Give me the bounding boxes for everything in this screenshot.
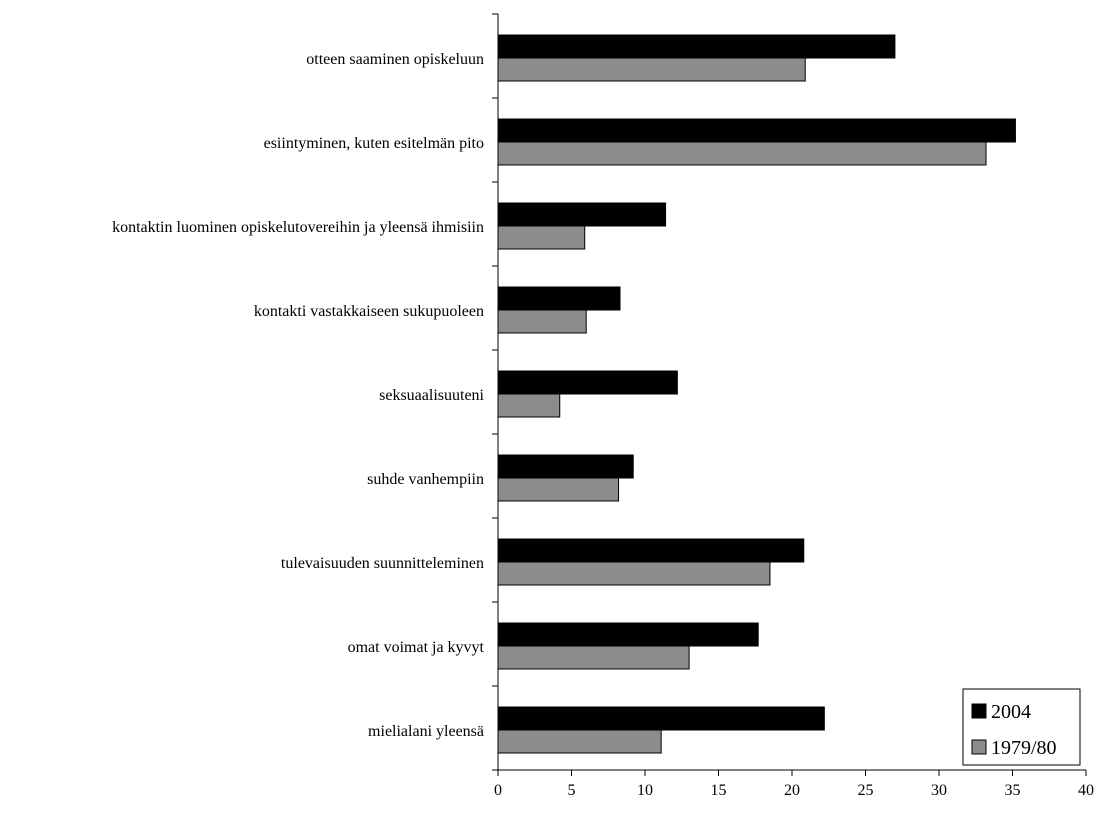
bar-series-a [497, 202, 667, 227]
x-tick-label: 25 [858, 782, 874, 799]
category-label: tulevaisuuden suunnitteleminen [281, 555, 484, 572]
labels-layer: otteen saaminen opiskeluun esiintyminen, … [112, 51, 1094, 799]
x-tick-label: 15 [711, 782, 727, 799]
bar-series-a [497, 370, 678, 395]
bar-series-a [497, 622, 759, 647]
bar-series-a [497, 706, 825, 731]
x-tick-label: 10 [637, 782, 653, 799]
bar-series-a [497, 34, 896, 59]
legend-label: 2004 [991, 701, 1031, 723]
category-label: mielialani yleensä [368, 723, 484, 740]
bar-series-a [497, 286, 621, 311]
x-tick-label: 20 [784, 782, 800, 799]
legend-label: 1979/80 [991, 737, 1057, 759]
bar-series-b [497, 141, 987, 166]
bar-series-b [497, 645, 690, 670]
x-tick-label: 0 [494, 782, 502, 799]
category-label: omat voimat ja kyvyt [348, 639, 485, 656]
bar-series-b [497, 729, 662, 754]
category-label: seksuaalisuuteni [379, 387, 484, 404]
bar-series-a [497, 538, 805, 563]
legend-swatch [971, 703, 987, 719]
x-tick-label: 40 [1078, 782, 1094, 799]
category-label: kontakti vastakkaiseen sukupuoleen [254, 303, 484, 320]
bars-layer [497, 34, 1016, 754]
bar-series-b [497, 57, 806, 82]
legend-swatch [971, 739, 987, 755]
x-tick-label: 35 [1005, 782, 1021, 799]
bar-series-b [497, 561, 771, 586]
x-tick-label: 30 [931, 782, 947, 799]
axes-layer [492, 13, 1087, 776]
bar-series-b [497, 225, 586, 250]
category-label: esiintyminen, kuten esitelmän pito [264, 135, 484, 152]
bar-series-a [497, 454, 634, 479]
category-label: suhde vanhempiin [367, 471, 484, 488]
legend: 2004 1979/80 [962, 688, 1081, 766]
bar-series-a [497, 118, 1016, 143]
x-tick-label: 5 [568, 782, 576, 799]
category-label: kontaktin luominen opiskelutovereihin ja… [112, 219, 484, 236]
bar-series-b [497, 477, 620, 502]
category-label: otteen saaminen opiskeluun [306, 51, 484, 68]
bar-series-b [497, 393, 561, 418]
bar-series-b [497, 309, 587, 334]
